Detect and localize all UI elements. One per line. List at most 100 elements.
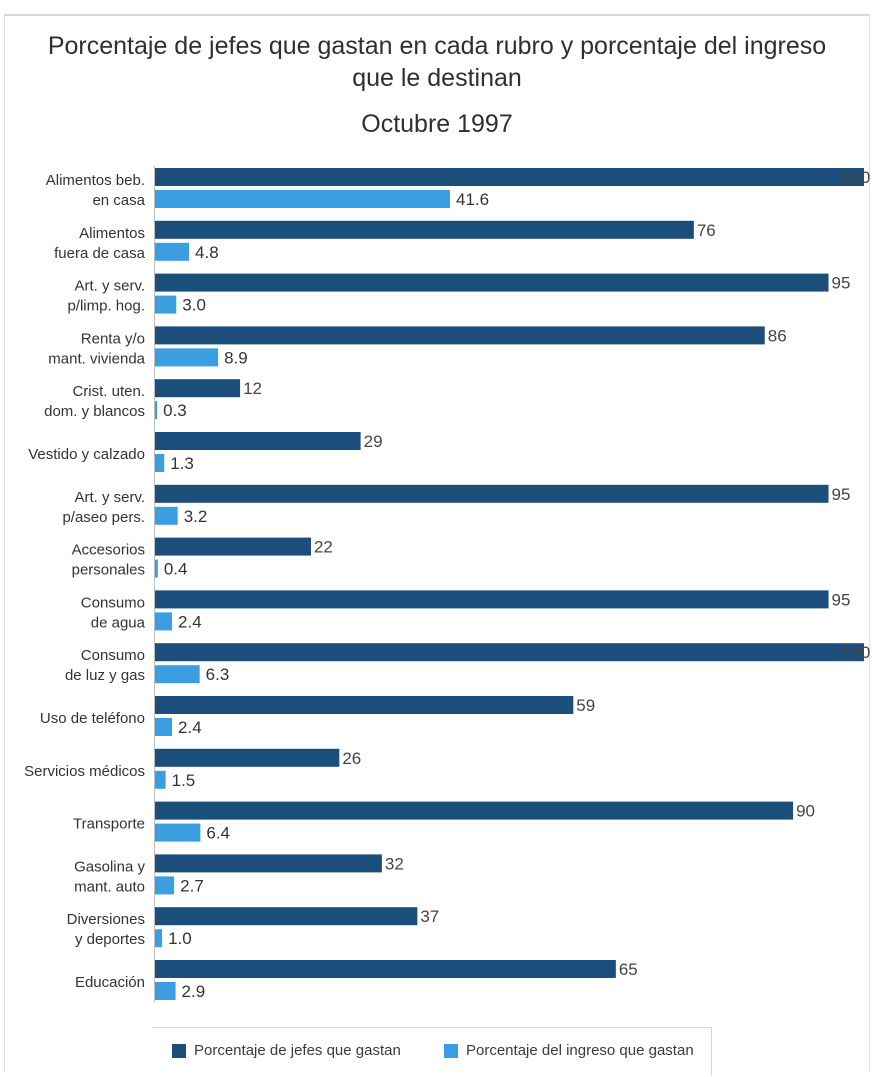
category-label-15-0: Educación [75,974,145,991]
data-label-series-1-3: 86 [768,326,787,345]
bar-series-2-14 [155,929,163,948]
bar-series-2-7 [155,559,158,578]
legend-label-series-1: Porcentaje de jefes que gastan [194,1042,401,1059]
legend: Porcentaje de jefes que gastan Porcentaj… [152,1027,712,1075]
data-label-series-1-2: 95 [832,274,851,293]
category-label-2-0: Art. y serv. [74,278,145,295]
data-label-series-2-10: 2.4 [178,718,202,737]
bar-series-2-4 [155,401,158,420]
data-label-series-2-13: 2.7 [180,876,204,895]
legend-item-series-1: Porcentaje de jefes que gastan [172,1042,401,1059]
data-label-series-2-2: 3.0 [182,296,206,315]
data-label-series-2-9: 6.3 [206,665,230,684]
data-label-series-1-11: 26 [342,749,361,768]
data-label-series-1-8: 95 [832,590,851,609]
category-label-6-0: Art. y serv. [74,489,145,506]
bar-series-2-2 [155,295,177,314]
bar-series-1-6 [155,484,829,503]
data-label-series-2-12: 6.4 [206,824,230,843]
bar-series-2-13 [155,876,175,895]
data-label-series-2-1: 4.8 [195,243,219,262]
chart-title-line-2: que le destinan [352,64,522,92]
category-label-2-1: p/limp. hog. [67,298,145,315]
category-label-4-1: dom. y blancos [44,403,145,420]
category-label-14-0: Diversiones [67,911,145,928]
data-label-series-1-12: 90 [796,802,815,821]
category-label-6-1: p/aseo pers. [62,509,145,526]
data-label-series-1-6: 95 [832,485,851,504]
data-label-series-2-6: 3.2 [184,507,208,526]
category-label-11-0: Servicios médicos [24,763,145,780]
bar-series-1-4 [155,379,241,398]
data-label-series-2-15: 2.9 [182,982,206,1001]
category-label-0-1: en casa [92,192,145,209]
bar-series-1-13 [155,854,382,873]
category-label-5-0: Vestido y calzado [28,446,145,463]
bar-series-2-0 [155,190,450,208]
category-label-14-1: y deportes [75,931,145,948]
chart-title-line-1: Porcentaje de jefes que gastan en cada r… [47,32,827,60]
data-label-series-1-7: 22 [314,538,333,557]
bar-series-2-12 [155,823,201,842]
chart-subtitle: Octubre 1997 [361,110,513,138]
bar-series-1-2 [155,273,829,292]
category-label-3-1: mant. vivienda [48,350,145,367]
category-label-4-0: Crist. uten. [72,383,145,400]
category-label-13-1: mant. auto [74,878,145,895]
data-label-series-2-0: 41.6 [456,190,489,209]
data-label-series-2-3: 8.9 [224,348,248,367]
data-label-series-1-15: 65 [619,960,638,979]
bar-series-2-10 [155,718,173,736]
bar-series-2-8 [155,612,173,631]
data-label-series-2-14: 1.0 [168,929,192,948]
bar-series-1-9 [155,643,864,662]
category-label-9-0: Consumo [81,647,145,664]
category-label-8-0: Consumo [81,594,145,611]
data-label-series-2-7: 0.4 [164,560,188,579]
bar-series-1-14 [155,907,418,926]
category-label-1-1: fuera de casa [54,245,146,262]
data-label-series-1-14: 37 [420,907,439,926]
bar-series-1-15 [155,960,616,978]
data-label-series-2-11: 1.5 [172,771,196,790]
category-label-3-0: Renta y/o [81,330,145,347]
legend-label-series-2: Porcentaje del ingreso que gastan [466,1042,694,1059]
bar-series-1-7 [155,537,311,556]
bar-series-2-11 [155,770,166,789]
category-label-8-1: de agua [91,614,146,631]
bar-series-1-11 [155,748,340,767]
category-label-7-0: Accesorios [72,542,145,559]
data-label-series-1-5: 29 [364,432,383,451]
bar-series-1-3 [155,326,765,345]
bar-series-2-5 [155,454,165,472]
category-label-7-1: personales [72,562,145,579]
legend-item-series-2: Porcentaje del ingreso que gastan [444,1042,694,1059]
legend-swatch-series-1 [172,1043,186,1058]
data-label-series-1-13: 32 [385,854,404,873]
bar-series-1-10 [155,696,574,714]
data-label-series-1-10: 59 [576,696,595,715]
category-label-13-0: Gasolina y [74,858,145,875]
category-label-9-1: de luz y gas [65,667,145,684]
category-label-1-0: Alimentos [79,225,145,242]
category-label-12-0: Transporte [73,816,145,833]
data-label-series-1-1: 76 [697,221,716,240]
category-label-10-0: Uso de teléfono [40,710,145,727]
bar-series-1-1 [155,220,694,239]
bar-series-2-15 [155,982,176,1000]
data-label-series-2-8: 2.4 [178,612,202,631]
bar-series-1-12 [155,801,794,820]
data-label-series-2-5: 1.3 [170,454,194,473]
bar-series-2-6 [155,506,178,525]
data-label-series-1-9: 100 [842,643,870,662]
data-label-series-1-4: 12 [243,379,262,398]
category-label-0-0: Alimentos beb. [46,172,145,189]
legend-swatch-series-2 [444,1043,458,1058]
bar-series-1-0 [155,168,864,186]
bar-series-2-3 [155,348,219,367]
bar-chart: Alimentos beb. en casa 100 41.6 Alimentos fue… [24,166,870,1003]
data-label-series-1-0: 100 [842,168,870,187]
bar-series-2-1 [155,242,190,261]
bar-series-1-8 [155,590,829,609]
data-label-series-2-4: 0.3 [163,401,187,420]
